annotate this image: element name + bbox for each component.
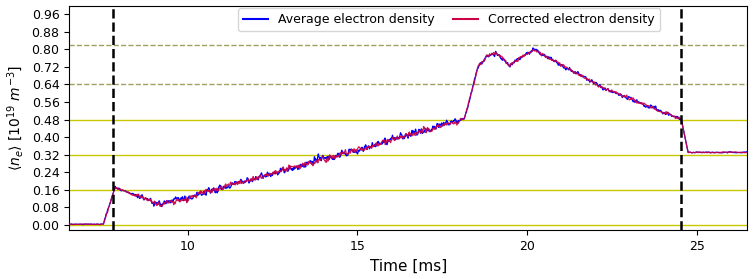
Y-axis label: $\langle n_e \rangle\ [10^{19}\ m^{-3}]$: $\langle n_e \rangle\ [10^{19}\ m^{-3}]$ — [5, 65, 26, 171]
Legend: Average electron density, Corrected electron density: Average electron density, Corrected elec… — [238, 8, 660, 31]
X-axis label: Time [ms]: Time [ms] — [370, 258, 447, 273]
